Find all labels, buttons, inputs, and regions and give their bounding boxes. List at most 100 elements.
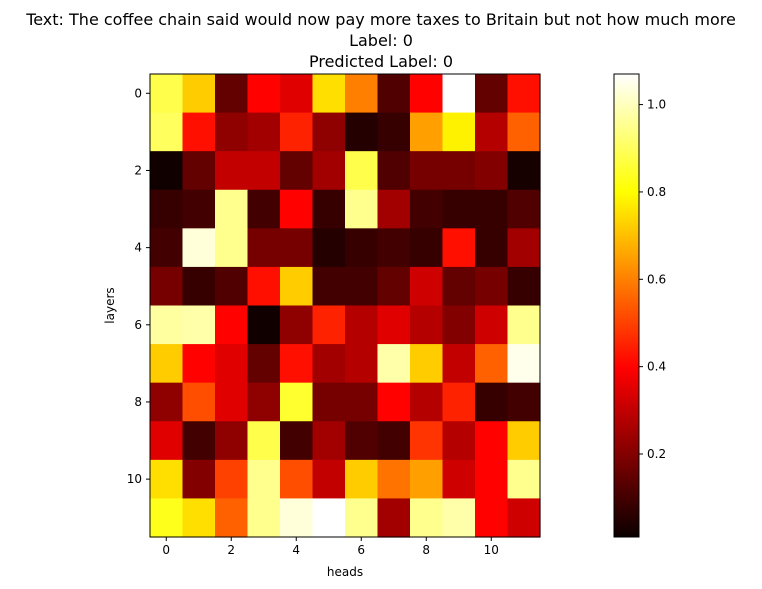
heatmap-cell-r9-c4 — [280, 421, 314, 461]
colorbar-tick-label: 0.6 — [647, 272, 666, 286]
heatmap-cell-r0-c2 — [215, 74, 249, 114]
heatmap-cell-r5-c10 — [475, 266, 509, 307]
x-tick-label: 10 — [484, 543, 499, 557]
heatmap-cell-r8-c0 — [150, 382, 184, 422]
heatmap-cell-r4-c7 — [377, 228, 411, 268]
y-tick-label: 4 — [134, 241, 142, 255]
heatmap-cell-r6-c3 — [247, 305, 281, 345]
heatmap-cell-r3-c1 — [182, 189, 216, 229]
heatmap-cell-r8-c8 — [410, 382, 444, 422]
x-tick-label: 8 — [422, 543, 430, 557]
y-tick-label: 6 — [134, 318, 142, 332]
heatmap-cell-r8-c11 — [507, 382, 541, 422]
heatmap-cell-r5-c6 — [345, 266, 379, 307]
heatmap-cell-r8-c10 — [475, 382, 509, 422]
x-tick-label: 0 — [162, 543, 170, 557]
heatmap-cell-r0-c1 — [182, 74, 216, 114]
heatmap-cell-r6-c9 — [442, 305, 476, 345]
heatmap-cell-r7-c10 — [475, 344, 509, 384]
y-axis-label: layers — [103, 287, 117, 323]
heatmap-cell-r0-c11 — [507, 74, 541, 114]
heatmap-cell-r3-c10 — [475, 189, 509, 229]
heatmap-cell-r0-c4 — [280, 74, 314, 114]
heatmap-cell-r2-c7 — [377, 151, 411, 191]
x-axis: 0 2 4 6 8 10 — [162, 537, 499, 557]
heatmap-cell-r2-c6 — [345, 151, 379, 191]
heatmap-cell-r11-c4 — [280, 498, 314, 538]
heatmap-cell-r0-c5 — [312, 74, 346, 114]
heatmap-cell-r10-c10 — [475, 459, 509, 500]
heatmap-cell-r5-c2 — [215, 266, 249, 307]
colorbar-tick-label: 0.2 — [647, 447, 666, 461]
heatmap-cell-r9-c9 — [442, 421, 476, 461]
heatmap-cell-r3-c2 — [215, 189, 249, 229]
x-tick-label: 4 — [292, 543, 300, 557]
heatmap-cell-r11-c9 — [442, 498, 476, 538]
heatmap-cell-r7-c9 — [442, 344, 476, 384]
heatmap-cell-r11-c2 — [215, 498, 249, 538]
colorbar-ticks: 0.2 0.4 0.6 0.8 1.0 — [639, 98, 666, 461]
heatmap-cell-r10-c3 — [247, 459, 281, 500]
colorbar — [613, 73, 640, 538]
heatmap-cell-r6-c6 — [345, 305, 379, 345]
heatmap-cell-r8-c4 — [280, 382, 314, 422]
heatmap-cell-r5-c1 — [182, 266, 216, 307]
heatmap-cell-r4-c10 — [475, 228, 509, 268]
heatmap-cell-r4-c1 — [182, 228, 216, 268]
heatmap-cell-r11-c1 — [182, 498, 216, 538]
heatmap-cell-r1-c6 — [345, 112, 379, 152]
y-tick-label: 8 — [134, 395, 142, 409]
heatmap-cell-r5-c7 — [377, 266, 411, 307]
heatmap-cell-r9-c10 — [475, 421, 509, 461]
heatmap-cell-r8-c9 — [442, 382, 476, 422]
title-label: Label: 0 — [349, 31, 413, 50]
heatmap-cell-r4-c6 — [345, 228, 379, 268]
heatmap-cell-r4-c4 — [280, 228, 314, 268]
heatmap-cell-r10-c0 — [150, 459, 184, 500]
heatmap-cell-r4-c9 — [442, 228, 476, 268]
heatmap-cell-r10-c4 — [280, 459, 314, 500]
heatmap-cell-r6-c5 — [312, 305, 346, 345]
heatmap-cell-r3-c7 — [377, 189, 411, 229]
heatmap-cell-r6-c4 — [280, 305, 314, 345]
heatmap-cell-r9-c1 — [182, 421, 216, 461]
y-tick-label: 10 — [127, 472, 142, 486]
heatmap-cell-r7-c4 — [280, 344, 314, 384]
heatmap-cell-r6-c2 — [215, 305, 249, 345]
heatmap-cell-r6-c10 — [475, 305, 509, 345]
heatmap-cell-r6-c7 — [377, 305, 411, 345]
heatmap-cell-r4-c5 — [312, 228, 346, 268]
x-tick-label: 2 — [227, 543, 235, 557]
heatmap-cell-r3-c5 — [312, 189, 346, 229]
heatmap-cell-r11-c8 — [410, 498, 444, 538]
heatmap-cell-r4-c3 — [247, 228, 281, 268]
heatmap-cell-r8-c6 — [345, 382, 379, 422]
heatmap-cell-r2-c2 — [215, 151, 249, 191]
heatmap-cell-r0-c8 — [410, 74, 444, 114]
heatmap-cell-r7-c0 — [150, 344, 184, 384]
heatmap-cell-r0-c7 — [377, 74, 411, 114]
heatmap-cell-r10-c11 — [507, 459, 541, 500]
heatmap-cell-r3-c3 — [247, 189, 281, 229]
heatmap-cell-r2-c0 — [150, 151, 184, 191]
heatmap-cell-r1-c4 — [280, 112, 314, 152]
heatmap-cell-r1-c9 — [442, 112, 476, 152]
heatmap-cell-r11-c7 — [377, 498, 411, 538]
heatmap-cell-r5-c3 — [247, 266, 281, 307]
heatmap-cell-r3-c9 — [442, 189, 476, 229]
heatmap-cell-r2-c9 — [442, 151, 476, 191]
heatmap-cell-r5-c5 — [312, 266, 346, 307]
heatmap-cell-r8-c5 — [312, 382, 346, 422]
heatmap-cell-r3-c6 — [345, 189, 379, 229]
colorbar-tick-label: 1.0 — [647, 98, 666, 112]
heatmap-cell-r8-c3 — [247, 382, 281, 422]
heatmap-cell-r2-c4 — [280, 151, 314, 191]
heatmap-cell-r8-c2 — [215, 382, 249, 422]
heatmap-cell-r0-c0 — [150, 74, 184, 114]
heatmap-cell-r10-c8 — [410, 459, 444, 500]
plot-frame — [149, 73, 541, 538]
heatmap-cell-r5-c0 — [150, 266, 184, 307]
heatmap-cell-r6-c8 — [410, 305, 444, 345]
heatmap-cell-r1-c5 — [312, 112, 346, 152]
